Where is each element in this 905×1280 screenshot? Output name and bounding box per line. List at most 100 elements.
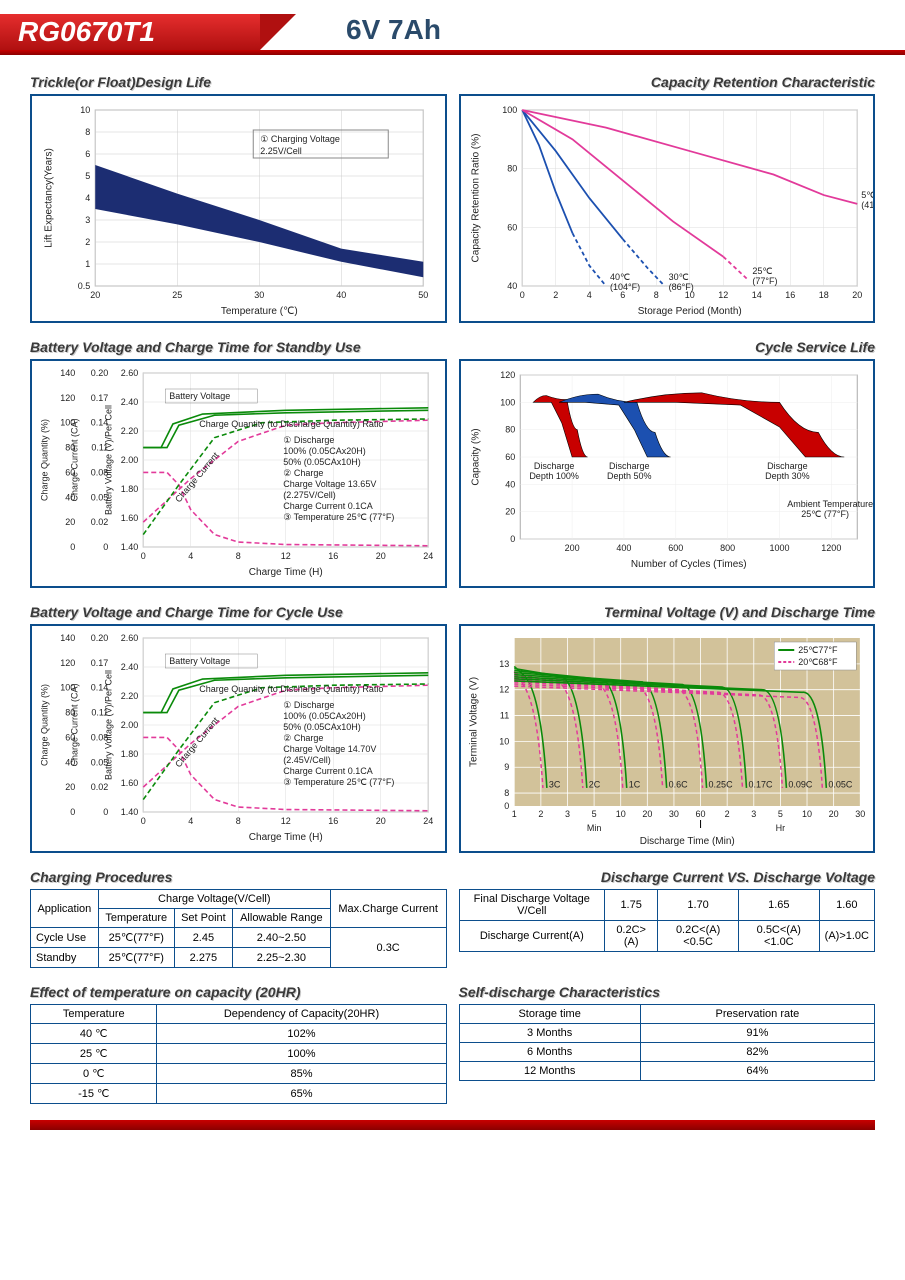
- svg-text:Charge Quantity (to Discharge: Charge Quantity (to Discharge Quantity) …: [199, 419, 383, 429]
- svg-text:2.20: 2.20: [121, 691, 139, 701]
- svg-text:1.60: 1.60: [121, 778, 139, 788]
- chart6: 89101112130123510203060235102030MinHr3C2…: [459, 624, 876, 853]
- svg-text:③ Temperature 25℃ (77°F): ③ Temperature 25℃ (77°F): [283, 512, 394, 522]
- svg-text:12: 12: [718, 290, 728, 300]
- svg-text:Min: Min: [586, 823, 601, 833]
- svg-text:Charge Current (CA): Charge Current (CA): [69, 418, 79, 501]
- svg-text:5: 5: [591, 809, 596, 819]
- chart4: 20040060080010001200020406080100120Disch…: [459, 359, 876, 588]
- svg-text:③ Temperature 25℃ (77°F): ③ Temperature 25℃ (77°F): [283, 777, 394, 787]
- svg-text:2C: 2C: [588, 779, 600, 789]
- svg-text:0.02: 0.02: [91, 782, 109, 792]
- table-self-discharge: Storage timePreservation rate3 Months91%…: [459, 1004, 876, 1081]
- svg-text:1.60: 1.60: [121, 513, 139, 523]
- svg-text:10: 10: [80, 105, 90, 115]
- svg-text:3: 3: [751, 809, 756, 819]
- svg-text:3C: 3C: [548, 779, 560, 789]
- svg-text:0: 0: [103, 807, 108, 817]
- table-discharge-current: Final Discharge Voltage V/Cell1.751.701.…: [459, 889, 876, 952]
- svg-text:4: 4: [85, 193, 90, 203]
- svg-text:1.80: 1.80: [121, 484, 139, 494]
- svg-text:0: 0: [504, 801, 509, 811]
- svg-text:① Charging Voltage: ① Charging Voltage: [260, 134, 340, 144]
- model-name: RG0670T1: [18, 16, 155, 48]
- svg-text:400: 400: [616, 543, 631, 553]
- svg-text:Charge Quantity (%): Charge Quantity (%): [39, 419, 49, 501]
- svg-text:1.80: 1.80: [121, 749, 139, 759]
- svg-text:0: 0: [510, 534, 515, 544]
- svg-text:Charge Voltage 14.70V: Charge Voltage 14.70V: [283, 744, 376, 754]
- svg-text:60: 60: [507, 222, 517, 232]
- svg-text:60: 60: [695, 809, 705, 819]
- svg-text:(41°F): (41°F): [861, 200, 873, 210]
- svg-text:Charge Current: Charge Current: [173, 450, 221, 504]
- svg-text:5: 5: [777, 809, 782, 819]
- svg-text:3: 3: [85, 215, 90, 225]
- svg-text:4: 4: [586, 290, 591, 300]
- svg-text:2.00: 2.00: [121, 720, 139, 730]
- svg-text:Capacity (%): Capacity (%): [470, 428, 481, 485]
- svg-text:Battery Voltage: Battery Voltage: [169, 391, 230, 401]
- svg-text:Lift Expectancy(Years): Lift Expectancy(Years): [43, 148, 54, 248]
- svg-text:Charge Voltage 13.65V: Charge Voltage 13.65V: [283, 479, 376, 489]
- svg-text:Battery Voltage (V)/Per Cell: Battery Voltage (V)/Per Cell: [103, 405, 113, 515]
- svg-text:Charge Current: Charge Current: [173, 715, 221, 769]
- svg-text:40: 40: [505, 479, 515, 489]
- svg-text:18: 18: [818, 290, 828, 300]
- svg-text:20: 20: [376, 551, 386, 561]
- svg-text:Depth 100%: Depth 100%: [529, 471, 579, 481]
- svg-text:24: 24: [423, 816, 433, 826]
- svg-text:Charge Current (CA): Charge Current (CA): [69, 683, 79, 766]
- svg-text:Depth 30%: Depth 30%: [765, 471, 810, 481]
- svg-text:4: 4: [188, 551, 193, 561]
- svg-text:50% (0.05CAx10H): 50% (0.05CAx10H): [283, 722, 361, 732]
- svg-text:20: 20: [376, 816, 386, 826]
- svg-text:2.40: 2.40: [121, 397, 139, 407]
- svg-text:2: 2: [724, 809, 729, 819]
- svg-text:① Discharge: ① Discharge: [283, 435, 334, 445]
- svg-text:2: 2: [85, 237, 90, 247]
- footer-bar: [30, 1120, 875, 1130]
- svg-text:25℃: 25℃: [752, 266, 772, 276]
- svg-text:0.25C: 0.25C: [708, 779, 733, 789]
- svg-text:Charge Time (H): Charge Time (H): [249, 567, 323, 578]
- svg-text:800: 800: [720, 543, 735, 553]
- svg-text:1C: 1C: [628, 779, 640, 789]
- svg-text:12: 12: [281, 551, 291, 561]
- svg-text:6: 6: [85, 149, 90, 159]
- svg-text:16: 16: [328, 816, 338, 826]
- svg-text:25℃ (77°F): 25℃ (77°F): [801, 509, 849, 519]
- svg-text:140: 140: [60, 368, 75, 378]
- svg-text:50% (0.05CAx10H): 50% (0.05CAx10H): [283, 457, 361, 467]
- svg-text:2.40: 2.40: [121, 662, 139, 672]
- svg-text:0.20: 0.20: [91, 633, 109, 643]
- svg-text:2.60: 2.60: [121, 633, 139, 643]
- chart3-title: Battery Voltage and Charge Time for Stan…: [30, 339, 447, 355]
- svg-text:30: 30: [254, 290, 264, 300]
- svg-text:Charge Quantity (%): Charge Quantity (%): [39, 684, 49, 766]
- svg-text:Charge Current 0.1CA: Charge Current 0.1CA: [283, 766, 373, 776]
- svg-text:(2.45V/Cell): (2.45V/Cell): [283, 755, 331, 765]
- svg-text:120: 120: [60, 393, 75, 403]
- svg-text:20: 20: [65, 517, 75, 527]
- svg-text:11: 11: [499, 711, 508, 721]
- svg-text:8: 8: [236, 816, 241, 826]
- svg-text:1.40: 1.40: [121, 542, 139, 552]
- svg-text:25℃77°F: 25℃77°F: [798, 645, 838, 655]
- svg-text:1000: 1000: [769, 543, 789, 553]
- svg-text:20: 20: [852, 290, 862, 300]
- svg-text:0.02: 0.02: [91, 517, 109, 527]
- t4-title: Self-discharge Characteristics: [459, 984, 876, 1000]
- svg-text:0: 0: [70, 807, 75, 817]
- svg-text:20: 20: [65, 782, 75, 792]
- svg-text:8: 8: [653, 290, 658, 300]
- svg-text:12: 12: [281, 816, 291, 826]
- svg-text:Charge Current 0.1CA: Charge Current 0.1CA: [283, 501, 373, 511]
- svg-text:3: 3: [564, 809, 569, 819]
- svg-text:② Charge: ② Charge: [283, 733, 323, 743]
- svg-text:② Charge: ② Charge: [283, 468, 323, 478]
- svg-text:30: 30: [855, 809, 865, 819]
- svg-text:0: 0: [141, 551, 146, 561]
- svg-text:20: 20: [828, 809, 838, 819]
- svg-text:10: 10: [499, 736, 509, 746]
